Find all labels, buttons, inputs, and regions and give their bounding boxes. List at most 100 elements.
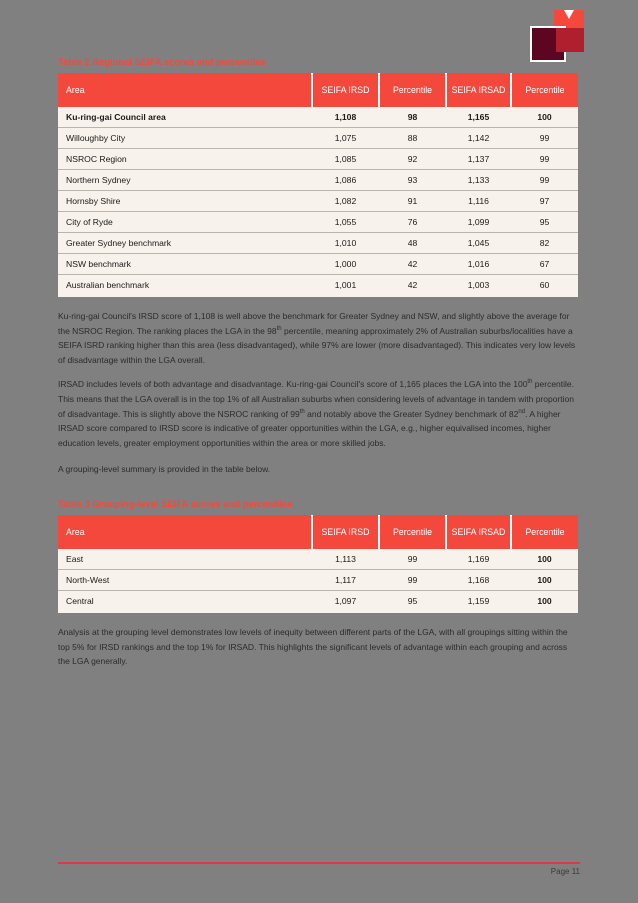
- table-row: NSW benchmark 1,000 42 1,016 67: [58, 253, 578, 275]
- p1-text-b: percentile, meaning approximately 2% of …: [58, 325, 576, 365]
- p2-ordinal-suffix-1: th: [527, 379, 533, 386]
- cell-irsad-pct: 97: [511, 190, 578, 212]
- cell-area: NSW benchmark: [58, 253, 312, 275]
- cell-irsad: 1,165: [446, 107, 511, 128]
- company-logo-mark: [528, 8, 586, 62]
- cell-irsd-pct: 93: [379, 169, 446, 191]
- table-row: Central 1,097 95 1,159 100: [58, 590, 578, 613]
- table3-col-seifa-irsad: SEIFA IRSAD: [446, 514, 512, 549]
- paragraph-irsd-analysis: Ku-ring-gai Council's IRSD score of 1,10…: [58, 309, 580, 367]
- cell-irsad: 1,169: [446, 548, 511, 570]
- cell-irsad: 1,003: [446, 274, 511, 297]
- table3-col-percentile-irsad: Percentile: [511, 514, 578, 549]
- cell-area: City of Ryde: [58, 211, 312, 233]
- table3-col-percentile-irsd: Percentile: [379, 514, 447, 549]
- table3-header-row: Area SEIFA IRSD Percentile SEIFA IRSAD P…: [58, 514, 578, 549]
- cell-area: Greater Sydney benchmark: [58, 232, 312, 254]
- cell-irsd-pct: 95: [379, 590, 446, 613]
- cell-area: Willoughby City: [58, 127, 312, 149]
- cell-irsd-pct: 92: [379, 148, 446, 170]
- cell-irsd: 1,097: [312, 590, 379, 613]
- cell-irsad-pct: 99: [511, 148, 578, 170]
- cell-irsd: 1,113: [312, 548, 379, 570]
- paragraph-grouping-analysis: Analysis at the grouping level demonstra…: [58, 626, 568, 667]
- p2-ordinal-suffix-3: nd: [518, 408, 526, 415]
- cell-area: Northern Sydney: [58, 169, 312, 191]
- cell-irsd-pct: 88: [379, 127, 446, 149]
- table2-caption: Table 2 Regional SEIFA scores and percen…: [58, 57, 266, 67]
- cell-area: North-West: [58, 569, 312, 591]
- table-row: Greater Sydney benchmark 1,010 48 1,045 …: [58, 232, 578, 254]
- table-row: Australian benchmark 1,001 42 1,003 60: [58, 274, 578, 297]
- cell-irsd-pct: 42: [379, 253, 446, 275]
- logo-chevron-notch-icon: [564, 10, 574, 19]
- table2-col-percentile-irsad: Percentile: [511, 73, 578, 107]
- cell-irsad-pct: 100: [511, 548, 578, 570]
- cell-area: Australian benchmark: [58, 274, 312, 297]
- table-regional-seifa: Area SEIFA IRSD Percentile SEIFA IRSAD P…: [58, 73, 578, 297]
- table3-body: East 1,113 99 1,169 100 North-West 1,117…: [58, 548, 578, 613]
- table-row: Northern Sydney 1,086 93 1,133 99: [58, 169, 578, 191]
- table-row: Ku-ring-gai Council area 1,108 98 1,165 …: [58, 107, 578, 128]
- paragraph-grouping-intro: A grouping-level summary is provided in …: [58, 464, 271, 475]
- cell-area: Hornsby Shire: [58, 190, 312, 212]
- table-grouping-seifa: Area SEIFA IRSD Percentile SEIFA IRSAD P…: [58, 514, 578, 613]
- p2-text-d: . A higher IRSAD score compared to IRSD …: [58, 408, 561, 448]
- page-number: Page 11: [550, 867, 580, 876]
- document-page: Table 2 Regional SEIFA scores and percen…: [58, 0, 580, 903]
- p2-text-a: IRSAD includes levels of both advantage …: [58, 379, 528, 390]
- table-row: NSROC Region 1,085 92 1,137 99: [58, 148, 578, 170]
- cell-irsad: 1,116: [446, 190, 511, 212]
- cell-area: Ku-ring-gai Council area: [58, 107, 312, 128]
- cell-irsad-pct: 99: [511, 127, 578, 149]
- cell-irsad: 1,099: [446, 211, 511, 233]
- table-row: East 1,113 99 1,169 100: [58, 548, 578, 570]
- cell-irsd: 1,000: [312, 253, 379, 275]
- footer-divider: [58, 862, 580, 864]
- cell-irsd: 1,082: [312, 190, 379, 212]
- p2-text-b: percentile. This means that the LGA over…: [58, 379, 575, 419]
- cell-irsd: 1,075: [312, 127, 379, 149]
- table-row: Hornsby Shire 1,082 91 1,116 97: [58, 190, 578, 212]
- cell-irsad-pct: 67: [511, 253, 578, 275]
- cell-irsd: 1,086: [312, 169, 379, 191]
- table3-header: Area SEIFA IRSD Percentile SEIFA IRSAD P…: [58, 514, 578, 549]
- table2-header: Area SEIFA IRSD Percentile SEIFA IRSAD P…: [58, 73, 578, 107]
- cell-irsad-pct: 100: [511, 590, 578, 613]
- cell-irsad-pct: 99: [511, 169, 578, 191]
- table2-col-seifa-irsd: SEIFA IRSD: [312, 73, 380, 107]
- cell-irsd-pct: 98: [379, 107, 446, 128]
- cell-irsad: 1,137: [446, 148, 511, 170]
- cell-irsad-pct: 100: [511, 107, 578, 128]
- cell-irsd: 1,085: [312, 148, 379, 170]
- p1-text-a: Ku-ring-gai Council's IRSD score of 1,10…: [58, 311, 570, 336]
- table2-header-row: Area SEIFA IRSD Percentile SEIFA IRSAD P…: [58, 73, 578, 107]
- cell-irsad: 1,142: [446, 127, 511, 149]
- table2-col-seifa-irsad: SEIFA IRSAD: [446, 73, 512, 107]
- cell-irsad: 1,016: [446, 253, 511, 275]
- table3-col-seifa-irsd: SEIFA IRSD: [312, 514, 380, 549]
- table2-body: Ku-ring-gai Council area 1,108 98 1,165 …: [58, 107, 578, 297]
- table-row: Willoughby City 1,075 88 1,142 99: [58, 127, 578, 149]
- p2-ordinal-suffix-2: th: [299, 408, 305, 415]
- cell-irsd-pct: 99: [379, 569, 446, 591]
- table2-col-area: Area: [58, 73, 313, 107]
- cell-irsad-pct: 100: [511, 569, 578, 591]
- cell-irsad-pct: 82: [511, 232, 578, 254]
- cell-area: East: [58, 548, 312, 570]
- cell-irsd-pct: 76: [379, 211, 446, 233]
- table3-col-area: Area: [58, 514, 313, 549]
- table-row: North-West 1,117 99 1,168 100: [58, 569, 578, 591]
- cell-irsd-pct: 42: [379, 274, 446, 297]
- cell-area: Central: [58, 590, 312, 613]
- cell-irsd: 1,010: [312, 232, 379, 254]
- cell-irsad: 1,168: [446, 569, 511, 591]
- p1-ordinal-suffix: th: [276, 325, 282, 332]
- cell-irsd: 1,001: [312, 274, 379, 297]
- cell-irsd-pct: 91: [379, 190, 446, 212]
- cell-irsd-pct: 99: [379, 548, 446, 570]
- cell-irsd: 1,117: [312, 569, 379, 591]
- p2-text-c: and notably above the Greater Sydney ben…: [304, 408, 519, 419]
- table3-caption: Table 3 Grouping-level SEIFA scores and …: [58, 498, 293, 509]
- cell-irsd: 1,055: [312, 211, 379, 233]
